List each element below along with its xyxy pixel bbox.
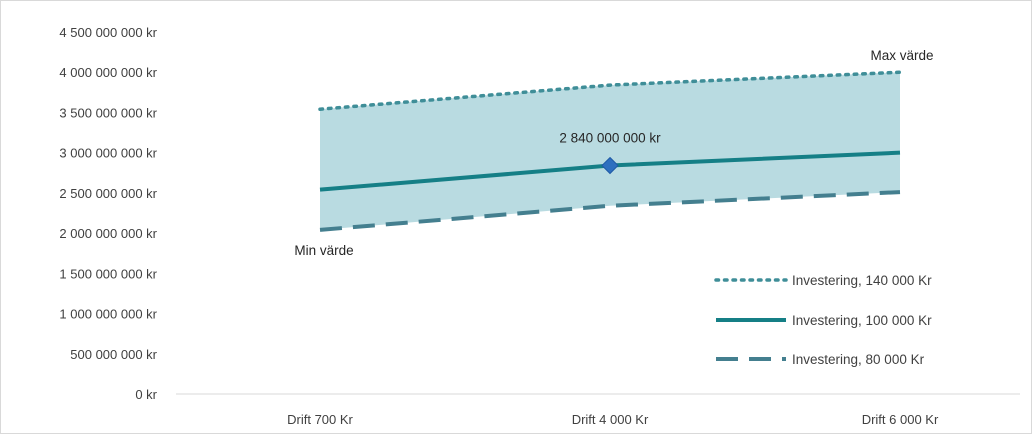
- highlight: 2 840 000 000 kr: [559, 131, 661, 175]
- range-band-area: [320, 72, 900, 230]
- x-tick-label: Drift 4 000 Kr: [572, 412, 649, 427]
- min-value-annotation: Min värde: [294, 243, 353, 258]
- legend: Investering, 140 000 Kr Investering, 100 …: [714, 273, 932, 367]
- y-tick-label: 2 500 000 000 kr: [59, 186, 157, 201]
- legend-label-2: Investering, 80 000 Kr: [792, 352, 925, 367]
- series-line-0: [318, 70, 902, 111]
- max-value-annotation: Max värde: [870, 48, 933, 63]
- y-tick-label: 3 500 000 000 kr: [59, 105, 157, 120]
- y-tick-label: 1 000 000 000 kr: [59, 307, 157, 322]
- y-tick-label: 2 000 000 000 kr: [59, 226, 157, 241]
- highlight-data-label: 2 840 000 000 kr: [559, 131, 661, 146]
- y-tick-label: 3 000 000 000 kr: [59, 146, 157, 161]
- y-axis-ticks: 0 kr 500 000 000 kr 1 000 000 000 kr 1 500 …: [59, 25, 157, 402]
- legend-label-1: Investering, 100 000 Kr: [792, 313, 932, 328]
- x-tick-label: Drift 6 000 Kr: [862, 412, 939, 427]
- y-tick-label: 1 500 000 000 kr: [59, 266, 157, 281]
- y-tick-label: 4 000 000 000 kr: [59, 65, 157, 80]
- range-band: [320, 72, 900, 230]
- y-tick-label: 0 kr: [135, 387, 157, 402]
- y-tick-label: 500 000 000 kr: [70, 347, 157, 362]
- x-axis-ticks: Drift 700 Kr Drift 4 000 Kr Drift 6 000 Kr: [287, 412, 939, 427]
- x-tick-label: Drift 700 Kr: [287, 412, 353, 427]
- y-tick-label: 4 500 000 000 kr: [59, 25, 157, 40]
- legend-label-0: Investering, 140 000 Kr: [792, 273, 932, 288]
- highlight-marker: [601, 156, 619, 175]
